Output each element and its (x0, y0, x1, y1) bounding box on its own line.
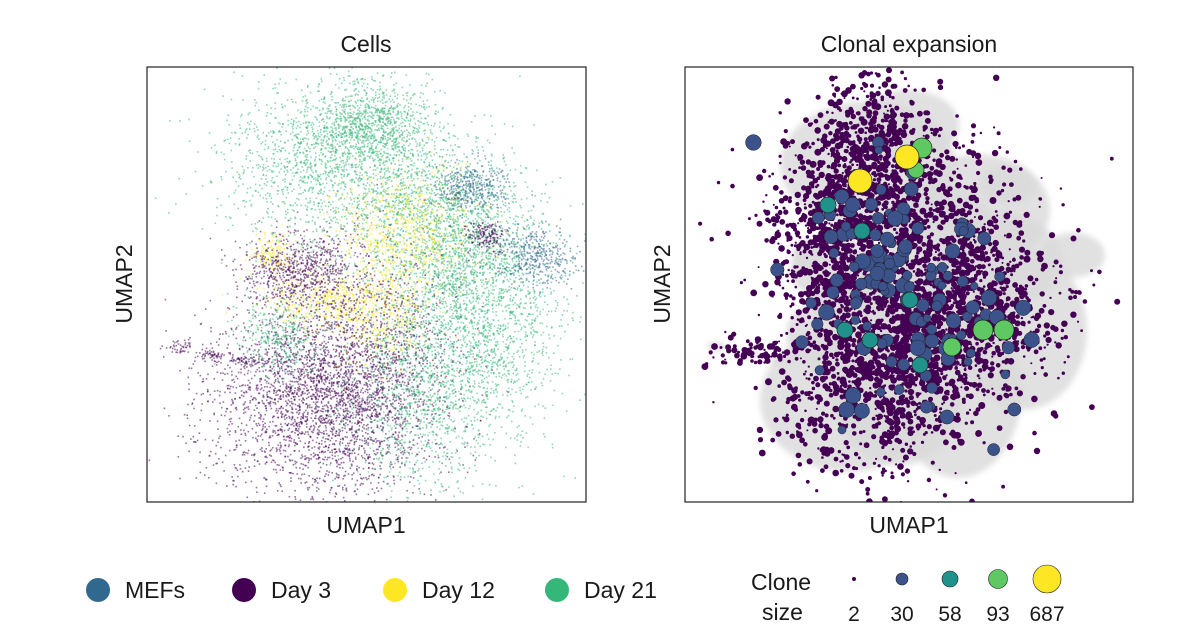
clone-size-label-30: 30 (890, 603, 913, 626)
legend-marker-day3 (232, 578, 256, 602)
clone-size-marker-30 (895, 572, 909, 586)
clone-size-label-687: 687 (1029, 603, 1064, 626)
clone-size-item-93: 93 (986, 569, 1010, 626)
legend-label-day3: Day 3 (271, 577, 331, 603)
cells-point-cloud (148, 67, 586, 502)
clone-point-green-2 (993, 319, 1015, 341)
cell-cluster-d3-11 (209, 219, 416, 327)
cell-cluster-d3-19 (220, 355, 266, 368)
clone-point-yellow-1 (894, 144, 920, 170)
clone-point-teal-5 (901, 291, 919, 309)
clone-size-item-2: 2 (848, 577, 860, 626)
clone-size-item-30: 30 (890, 572, 914, 626)
cell-cluster-d3-17 (159, 339, 191, 354)
cell-cluster-mef-10 (473, 218, 586, 293)
clonal-xlabel: UMAP1 (869, 512, 948, 538)
cells-xlabel: UMAP1 (326, 512, 405, 538)
cells-plot-frame (146, 66, 587, 503)
cells-title: Cells (340, 31, 391, 57)
legend-label-mefs: MEFs (125, 577, 185, 603)
cell-cluster-d21-16 (213, 275, 344, 387)
legend-label-day12: Day 12 (422, 577, 495, 603)
clone-point-green-0 (942, 337, 962, 357)
clone-point-teal-1 (853, 222, 871, 240)
clone-point-teal-0 (819, 196, 837, 214)
cell-cluster-d21-15 (266, 176, 546, 502)
clone-size-item-687: 687 (1029, 564, 1065, 626)
cell-cluster-d21-1 (154, 67, 493, 300)
clonal-ylabel: UMAP2 (649, 244, 675, 323)
legend-label-day21: Day 21 (584, 577, 657, 603)
clonal-plot-frame (684, 66, 1134, 503)
clone-size-label-93: 93 (986, 603, 1009, 626)
legend-item-mefs: MEFs (86, 577, 185, 603)
cell-cluster-mef-9 (424, 152, 534, 219)
clone-point-teal-3 (861, 331, 879, 349)
cell-cluster-d12-8 (312, 212, 458, 406)
cell-cluster-d3-12 (460, 216, 509, 262)
clonal-points (698, 67, 1121, 502)
clone-size-label-2: 2 (848, 603, 860, 626)
cells-ylabel: UMAP2 (111, 244, 137, 323)
clone-size-title-line2: size (762, 599, 803, 625)
clone-size-marker-2 (852, 577, 856, 581)
legend-marker-mefs (86, 578, 110, 602)
clone-size-legend: Clone size 2 30 58 93 687 (751, 564, 1065, 626)
clone-point-teal-4 (836, 321, 854, 339)
legend-item-day3: Day 3 (232, 577, 331, 603)
clone-size-marker-93 (988, 569, 1008, 589)
legend-marker-day21 (545, 578, 569, 602)
clone-point-green-1 (972, 319, 994, 341)
legend-marker-day12 (383, 578, 407, 602)
cells-panel: Cells UMAP1 UMAP2 (111, 31, 587, 538)
cells-legend: MEFs Day 3 Day 12 Day 21 (86, 577, 657, 603)
clone-points-medium (745, 134, 1040, 456)
clone-size-item-58: 58 (938, 570, 962, 626)
clone-point-teal-2 (911, 356, 929, 374)
clonal-panel: Clonal expansion UMAP1 UMAP2 (649, 31, 1134, 538)
cell-cluster-d12-5 (283, 136, 519, 326)
clone-size-marker-58 (941, 570, 959, 588)
cell-cluster-d21-4 (290, 173, 584, 345)
clone-size-marker-687 (1032, 564, 1062, 594)
clone-point-yellow-0 (847, 168, 873, 194)
legend-item-day21: Day 21 (545, 577, 657, 603)
clonal-title: Clonal expansion (821, 31, 997, 57)
clone-size-label-58: 58 (938, 603, 961, 626)
legend-item-day12: Day 12 (383, 577, 495, 603)
clone-size-title-line1: Clone (751, 569, 811, 595)
cell-cluster-d3-18 (195, 347, 230, 363)
